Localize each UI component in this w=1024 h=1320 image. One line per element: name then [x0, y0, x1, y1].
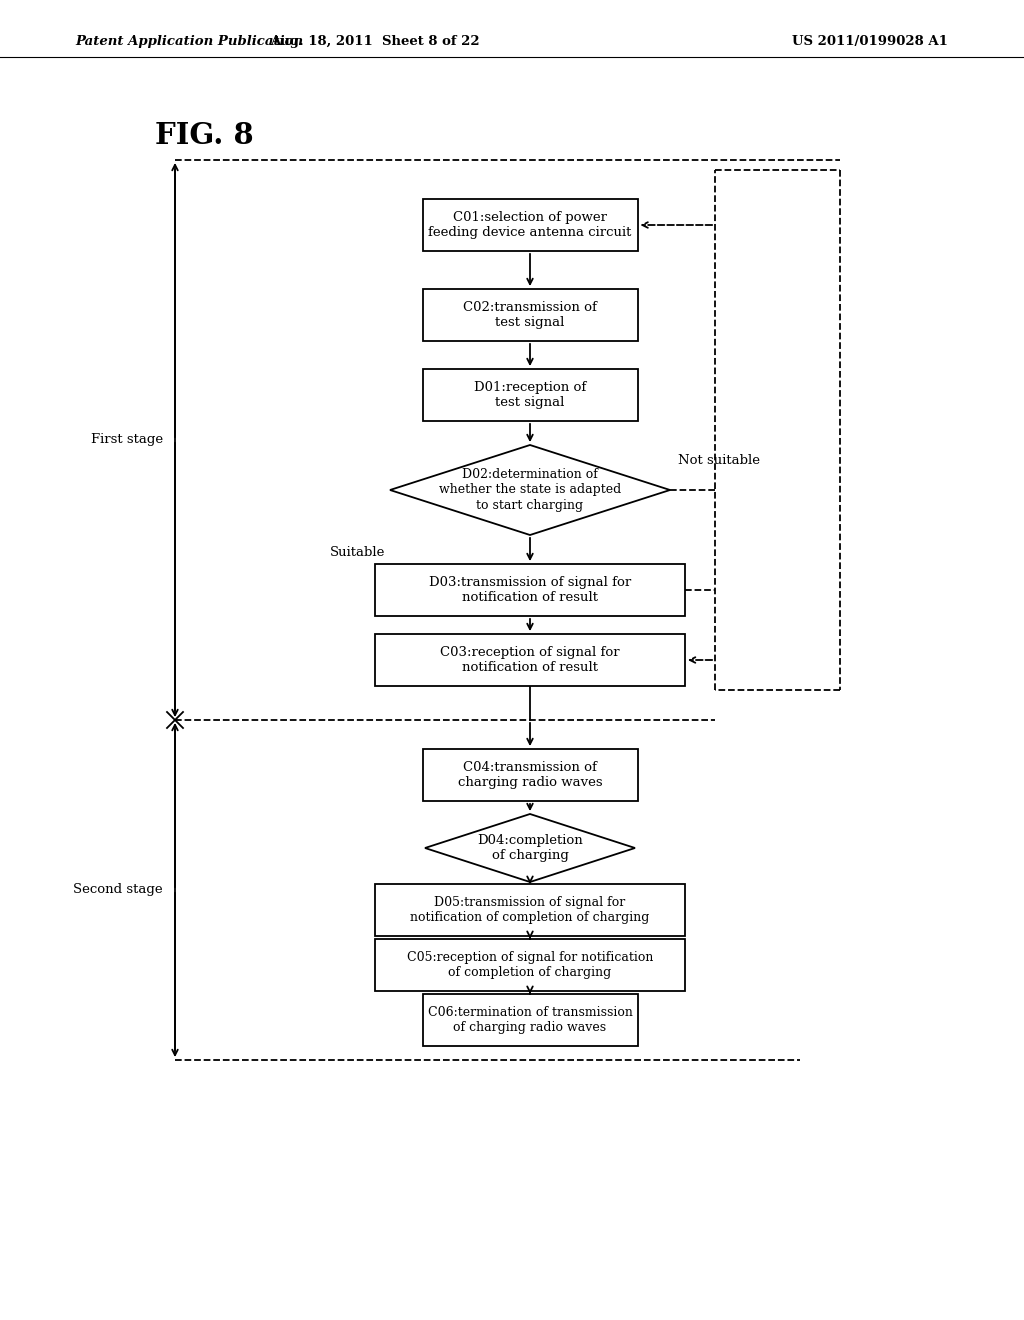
Text: Not suitable: Not suitable [678, 454, 760, 466]
Text: C02:transmission of
test signal: C02:transmission of test signal [463, 301, 597, 329]
Bar [375, 939, 685, 991]
Bar [375, 884, 685, 936]
Text: D02:determination of
whether the state is adapted
to start charging: D02:determination of whether the state i… [439, 469, 622, 511]
Bar [423, 370, 638, 421]
Text: Second stage: Second stage [74, 883, 163, 896]
Bar [423, 748, 638, 801]
Polygon shape [390, 445, 670, 535]
Bar [423, 199, 638, 251]
Text: Aug. 18, 2011  Sheet 8 of 22: Aug. 18, 2011 Sheet 8 of 22 [270, 36, 480, 49]
Bar [423, 994, 638, 1045]
Text: First stage: First stage [91, 433, 163, 446]
Text: D01:reception of
test signal: D01:reception of test signal [474, 381, 586, 409]
Text: C01:selection of power
feeding device antenna circuit: C01:selection of power feeding device an… [428, 211, 632, 239]
Text: US 2011/0199028 A1: US 2011/0199028 A1 [792, 36, 948, 49]
Bar [375, 564, 685, 616]
Text: Suitable: Suitable [330, 546, 385, 560]
Text: D03:transmission of signal for
notification of result: D03:transmission of signal for notificat… [429, 576, 631, 605]
Text: C05:reception of signal for notification
of completion of charging: C05:reception of signal for notification… [407, 950, 653, 979]
Text: D05:transmission of signal for
notification of completion of charging: D05:transmission of signal for notificat… [411, 896, 649, 924]
Text: C04:transmission of
charging radio waves: C04:transmission of charging radio waves [458, 762, 602, 789]
Polygon shape [425, 814, 635, 882]
Text: D04:completion
of charging: D04:completion of charging [477, 834, 583, 862]
Text: Patent Application Publication: Patent Application Publication [75, 36, 303, 49]
Bar [375, 634, 685, 686]
Text: FIG. 8: FIG. 8 [155, 120, 254, 149]
Text: C03:reception of signal for
notification of result: C03:reception of signal for notification… [440, 645, 620, 675]
Text: C06:termination of transmission
of charging radio waves: C06:termination of transmission of charg… [428, 1006, 633, 1034]
Bar [423, 289, 638, 341]
